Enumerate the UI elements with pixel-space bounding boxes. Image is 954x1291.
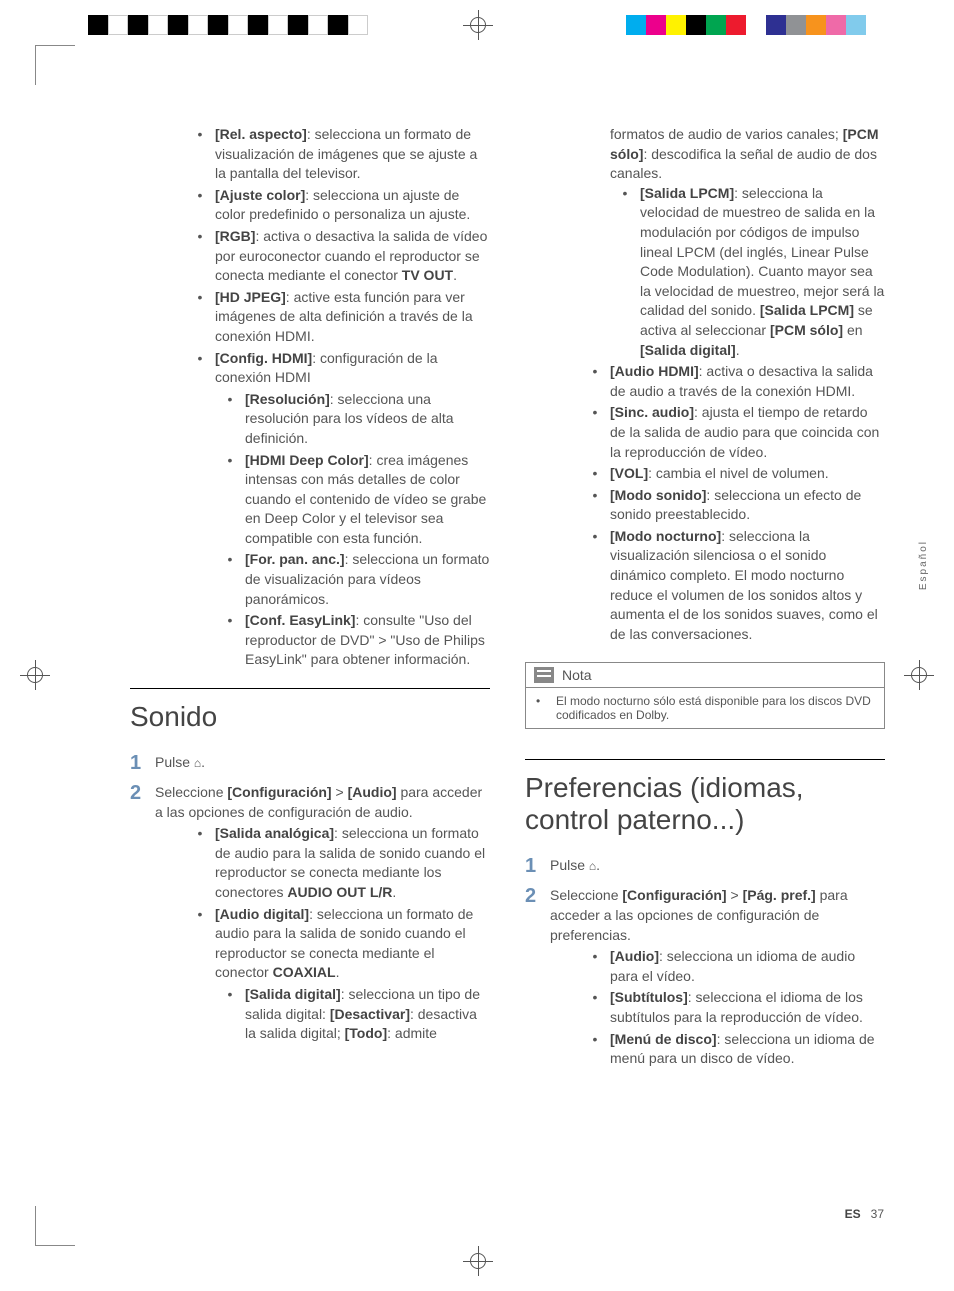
step-1: 1 Pulse ⌂. [525, 852, 885, 880]
home-icon: ⌂ [589, 858, 596, 875]
divider [130, 688, 490, 689]
reg-box [148, 15, 168, 35]
crosshair-top [463, 10, 493, 40]
home-icon: ⌂ [194, 755, 201, 772]
note-header: Nota [526, 663, 884, 687]
reg-box [108, 15, 128, 35]
bullet-item: •[Resolución]: selecciona una resolución… [130, 390, 490, 449]
note-body: •El modo nocturno sólo está disponible p… [526, 687, 884, 728]
reg-box [746, 15, 766, 35]
bullet-item: •[Ajuste color]: selecciona un ajuste de… [130, 186, 490, 225]
note-icon [534, 667, 554, 683]
column-left: •[Rel. aspecto]: selecciona un formato d… [130, 125, 490, 1046]
reg-box [328, 15, 348, 35]
reg-box [268, 15, 288, 35]
reg-box [248, 15, 268, 35]
step-number: 2 [130, 779, 155, 822]
column-right: formatos de audio de varios canales; [PC… [525, 125, 885, 1071]
crop-mark [35, 45, 75, 85]
reg-box [626, 15, 646, 35]
reg-box [826, 15, 846, 35]
bullet-item: •[Sinc. audio]: ajusta el tiempo de reta… [525, 403, 885, 462]
heading-sonido: Sonido [130, 701, 490, 733]
reg-box [806, 15, 826, 35]
bullet-sub: • [Salida LPCM]: selecciona la velocidad… [525, 184, 885, 360]
bullet-item: •[Subtítulos]: selecciona el idioma de l… [525, 988, 885, 1027]
crosshair-right [904, 660, 934, 690]
bullet-item: •[Audio]: selecciona un idioma de audio … [525, 947, 885, 986]
page-footer: ES37 [845, 1207, 884, 1221]
reg-box [646, 15, 666, 35]
bullet-item: •[Salida analógica]: selecciona un forma… [130, 824, 490, 902]
heading-pref: Preferencias (idiomas, control paterno..… [525, 772, 885, 836]
bullet-item: •[Menú de disco]: selecciona un idioma d… [525, 1030, 885, 1069]
registration-marks-bottom [0, 1246, 954, 1276]
divider [525, 759, 885, 760]
bullet-item: •[RGB]: activa o desactiva la salida de … [130, 227, 490, 286]
step-number: 1 [130, 749, 155, 777]
language-tab: Español [918, 540, 929, 590]
reg-box [846, 15, 866, 35]
step-2: 2 Seleccione [Configuración] > [Audio] p… [130, 779, 490, 822]
reg-box [128, 15, 148, 35]
reg-box [208, 15, 228, 35]
bullet-item: •[Conf. EasyLink]: consulte "Uso del rep… [130, 611, 490, 670]
bullet-item: •[HDMI Deep Color]: crea imágenes intens… [130, 451, 490, 549]
note-box: Nota •El modo nocturno sólo está disponi… [525, 662, 885, 729]
reg-box [168, 15, 188, 35]
step-2: 2 Seleccione [Configuración] > [Pág. pre… [525, 882, 885, 945]
bullet-item: •[Config. HDMI]: configuración de la con… [130, 349, 490, 388]
page: Español •[Rel. aspecto]: selecciona un f… [0, 0, 954, 1291]
bullet-item: •[HD JPEG]: active esta función para ver… [130, 288, 490, 347]
reg-box [308, 15, 328, 35]
reg-box [766, 15, 786, 35]
reg-box [686, 15, 706, 35]
reg-box [706, 15, 726, 35]
reg-box [288, 15, 308, 35]
bullet-item: •[Audio HDMI]: activa o desactiva la sal… [525, 362, 885, 401]
bullet-item: •[Modo nocturno]: selecciona la visualiz… [525, 527, 885, 645]
reg-box [726, 15, 746, 35]
bullet-item: •[Audio digital]: selecciona un formato … [130, 905, 490, 983]
bullet-sub: • [Salida digital]: selecciona un tipo d… [130, 985, 490, 1044]
registration-marks-top [0, 15, 954, 35]
bullet-item: •[Rel. aspecto]: selecciona un formato d… [130, 125, 490, 184]
reg-box [348, 15, 368, 35]
reg-box [228, 15, 248, 35]
bullet-item: •[Modo sonido]: selecciona un efecto de … [525, 486, 885, 525]
reg-box [188, 15, 208, 35]
crosshair-left [20, 660, 50, 690]
reg-box [666, 15, 686, 35]
step-1: 1 Pulse ⌂. [130, 749, 490, 777]
bullet-item: •[For. pan. anc.]: selecciona un formato… [130, 550, 490, 609]
crosshair-bottom [463, 1246, 493, 1276]
continuation-text: formatos de audio de varios canales; [PC… [525, 125, 885, 184]
reg-box [786, 15, 806, 35]
reg-box [88, 15, 108, 35]
bullet-item: •[VOL]: cambia el nivel de volumen. [525, 464, 885, 484]
crop-mark [35, 1206, 75, 1246]
